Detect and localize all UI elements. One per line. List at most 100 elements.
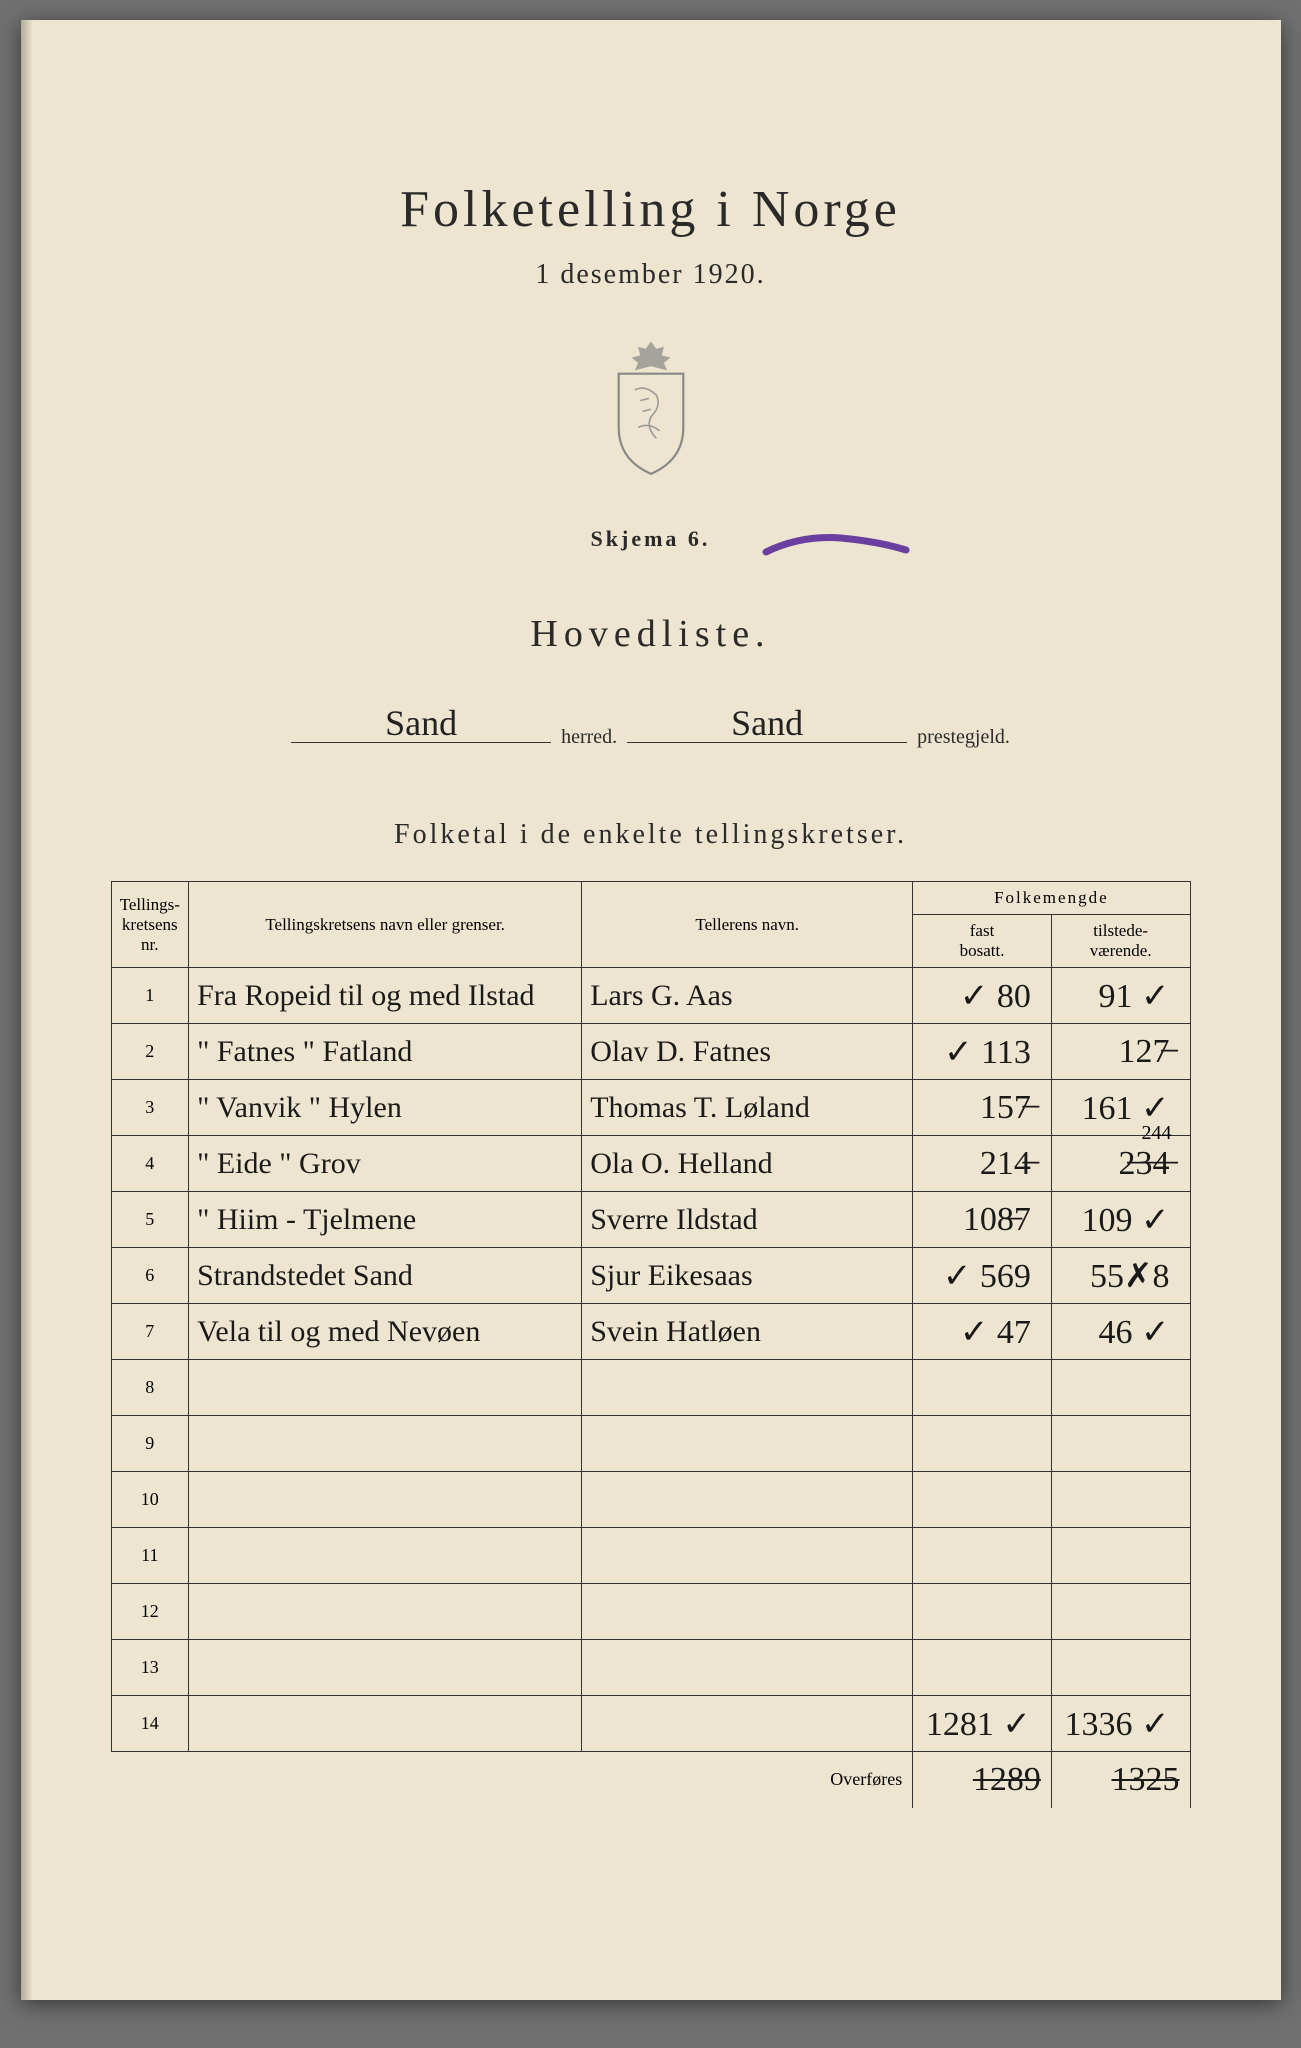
cell-navn: [189, 1360, 582, 1416]
overfores-label: Overføres: [582, 1752, 913, 1808]
page-edge-shadow: [21, 20, 33, 2000]
hovedliste-heading: Hovedliste.: [111, 612, 1191, 656]
cell-navn: " Eide " Grov: [189, 1136, 582, 1192]
cell-tilstede: 46 ✓: [1051, 1304, 1190, 1360]
cell-teller: [582, 1528, 913, 1584]
table-row: 7Vela til og med NevøenSvein Hatløen✓ 47…: [111, 1304, 1190, 1360]
census-date: 1 desember 1920.: [111, 259, 1191, 291]
cell-fast: [913, 1360, 1052, 1416]
table-row: 11: [111, 1528, 1190, 1584]
cell-nr: 3: [111, 1080, 189, 1136]
cell-tilstede: [1051, 1528, 1190, 1584]
cell-teller: Sjur Eikesaas: [582, 1248, 913, 1304]
cell-tilstede: [1051, 1416, 1190, 1472]
cell-teller: Svein Hatløen: [582, 1304, 913, 1360]
purple-annotation-mark: [761, 530, 911, 560]
cell-navn: " Hiim - Tjelmene: [189, 1192, 582, 1248]
table-row: 4" Eide " GrovOla O. Helland214̶2̶3̶4̶24…: [111, 1136, 1190, 1192]
table-row: 9: [111, 1416, 1190, 1472]
cell-nr: 11: [111, 1528, 189, 1584]
cell-teller: Sverre Ildstad: [582, 1192, 913, 1248]
herred-field: Sand: [291, 742, 551, 743]
overfores-row: Overføres12891325: [111, 1752, 1190, 1808]
cell-fast: [913, 1584, 1052, 1640]
cell-teller: [582, 1416, 913, 1472]
prestegjeld-field: Sand: [627, 742, 907, 743]
cell-navn: [189, 1528, 582, 1584]
cell-nr: 14: [111, 1696, 189, 1752]
table-row: 2" Fatnes " FatlandOlav D. Fatnes✓ 11312…: [111, 1024, 1190, 1080]
main-title: Folketelling i Norge: [111, 180, 1191, 239]
table-row: 13: [111, 1640, 1190, 1696]
cell-tilstede: [1051, 1472, 1190, 1528]
cell-fast: 157̶: [913, 1080, 1052, 1136]
cell-fast: [913, 1528, 1052, 1584]
cell-teller: [582, 1640, 913, 1696]
cell-navn: Vela til og med Nevøen: [189, 1304, 582, 1360]
cell-tilstede: 2̶3̶4̶244: [1051, 1136, 1190, 1192]
cell-teller: Thomas T. Løland: [582, 1080, 913, 1136]
cell-tilstede: [1051, 1360, 1190, 1416]
cell-nr: 5: [111, 1192, 189, 1248]
cell-tilstede: [1051, 1584, 1190, 1640]
table-row: 14 1281 ✓1336 ✓: [111, 1696, 1190, 1752]
overfores-fast: 1289: [913, 1752, 1052, 1808]
cell-nr: 2: [111, 1024, 189, 1080]
cell-tilstede: 1336 ✓: [1051, 1696, 1190, 1752]
cell-navn: Fra Ropeid til og med Ilstad: [189, 968, 582, 1024]
table-row: 12: [111, 1584, 1190, 1640]
cell-nr: 7: [111, 1304, 189, 1360]
table-row: 1Fra Ropeid til og med IlstadLars G. Aas…: [111, 968, 1190, 1024]
form-number: Skjema 6.: [111, 526, 1191, 552]
table-row: 8: [111, 1360, 1190, 1416]
herred-value: Sand: [385, 702, 457, 744]
cell-fast: 108̶7: [913, 1192, 1052, 1248]
cell-fast: ✓ 80: [913, 968, 1052, 1024]
cell-fast: 1281 ✓: [913, 1696, 1052, 1752]
prestegjeld-label: prestegjeld.: [917, 726, 1010, 749]
cell-navn: Strandstedet Sand: [189, 1248, 582, 1304]
header-nr: Tellings- kretsens nr.: [111, 882, 189, 968]
cell-fast: [913, 1472, 1052, 1528]
cell-fast: 214̶: [913, 1136, 1052, 1192]
header-folkemengde: Folkemengde: [913, 882, 1190, 915]
cell-nr: 4: [111, 1136, 189, 1192]
cell-teller: Lars G. Aas: [582, 968, 913, 1024]
cell-tilstede: 55✗8: [1051, 1248, 1190, 1304]
cell-fast: ✓ 47: [913, 1304, 1052, 1360]
cell-tilstede: [1051, 1640, 1190, 1696]
cell-teller: Ola O. Helland: [582, 1136, 913, 1192]
overfores-tilstede: 1325: [1051, 1752, 1190, 1808]
cell-tilstede: 127̶: [1051, 1024, 1190, 1080]
cell-navn: [189, 1416, 582, 1472]
header-fast: fast bosatt.: [913, 915, 1052, 968]
cell-nr: 13: [111, 1640, 189, 1696]
cell-nr: 6: [111, 1248, 189, 1304]
cell-navn: [189, 1584, 582, 1640]
document-page: Folketelling i Norge 1 desember 1920. Sk…: [21, 20, 1281, 2000]
cell-fast: [913, 1640, 1052, 1696]
table-row: 3" Vanvik " HylenThomas T. Løland157̶161…: [111, 1080, 1190, 1136]
coat-of-arms-icon: [111, 336, 1191, 476]
cell-teller: [582, 1472, 913, 1528]
table-row: 5" Hiim - TjelmeneSverre Ildstad108̶7109…: [111, 1192, 1190, 1248]
cell-tilstede: 91 ✓: [1051, 968, 1190, 1024]
cell-nr: 10: [111, 1472, 189, 1528]
prestegjeld-value: Sand: [731, 702, 803, 744]
header-tilstede: tilstede- værende.: [1051, 915, 1190, 968]
cell-navn: " Vanvik " Hylen: [189, 1080, 582, 1136]
cell-tilstede: 109 ✓: [1051, 1192, 1190, 1248]
herred-label: herred.: [561, 726, 617, 749]
census-table: Tellings- kretsens nr. Tellingskretsens …: [111, 881, 1191, 1808]
cell-fast: ✓ 569: [913, 1248, 1052, 1304]
cell-navn: [189, 1472, 582, 1528]
cell-teller: Olav D. Fatnes: [582, 1024, 913, 1080]
cell-teller: [582, 1584, 913, 1640]
location-line: Sand herred. Sand prestegjeld.: [111, 726, 1191, 749]
page-content: Folketelling i Norge 1 desember 1920. Sk…: [111, 180, 1191, 2000]
cell-nr: 9: [111, 1416, 189, 1472]
cell-navn: [189, 1696, 582, 1752]
cell-fast: [913, 1416, 1052, 1472]
cell-navn: " Fatnes " Fatland: [189, 1024, 582, 1080]
cell-teller: [582, 1696, 913, 1752]
